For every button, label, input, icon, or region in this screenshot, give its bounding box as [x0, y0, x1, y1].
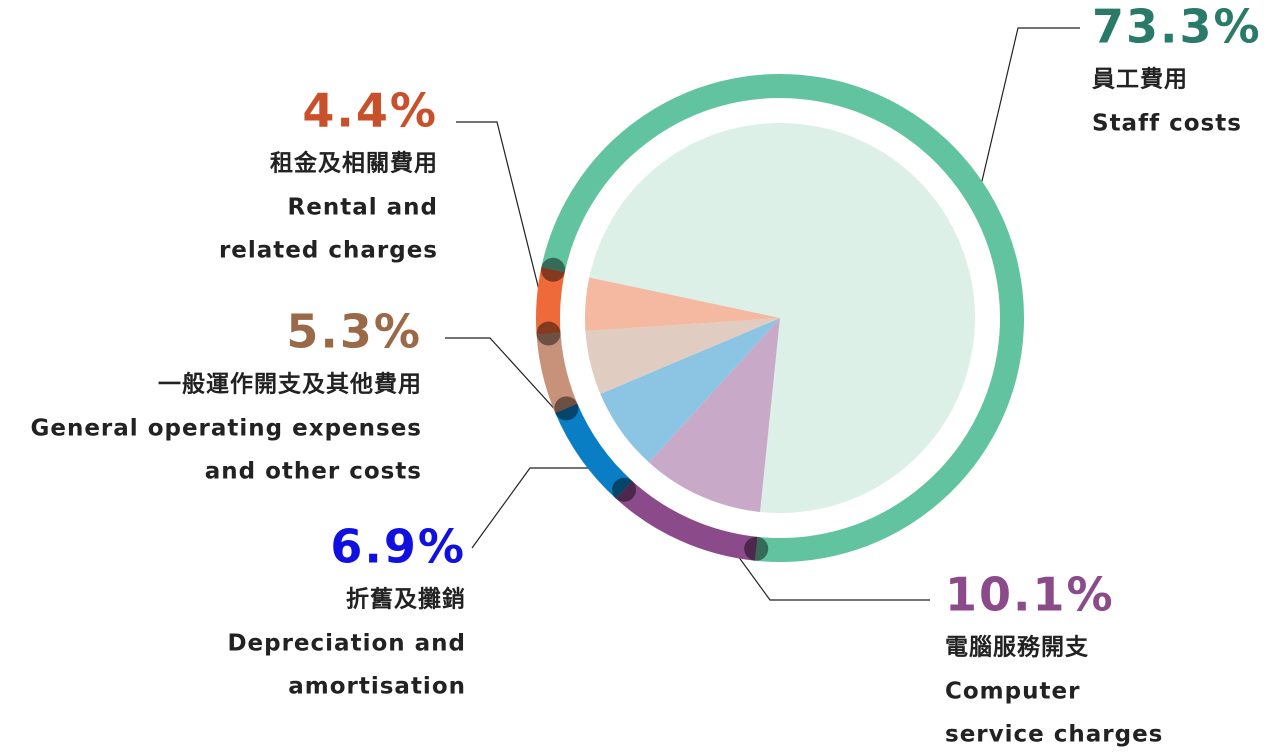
label-en: and other costs	[205, 459, 422, 485]
boundary-dot	[536, 321, 561, 346]
boundary-dot	[612, 477, 637, 502]
label-en: General operating expenses	[30, 416, 422, 442]
ring-segment	[615, 480, 758, 561]
ring-segment	[541, 74, 1024, 562]
boundary-dot	[744, 536, 769, 561]
leader-lines	[445, 27, 1080, 601]
leader-line	[729, 544, 930, 601]
label-zh: 一般運作開支及其他費用	[158, 371, 422, 398]
ring-segment	[555, 403, 633, 499]
label-zh: 折舊及攤銷	[346, 586, 466, 613]
label-en: amortisation	[288, 674, 466, 700]
boundary-dot	[554, 396, 579, 421]
pie-slice	[589, 123, 975, 513]
leader-line	[456, 121, 543, 303]
label-zh: 租金及相關費用	[270, 150, 438, 177]
ring-segment	[536, 267, 565, 335]
value-label: 4.4%	[302, 84, 438, 138]
ring-segment	[536, 332, 578, 414]
label-zh: 電腦服務開支	[945, 634, 1089, 661]
label-en: service charges	[945, 722, 1163, 748]
boundary-dot	[541, 257, 566, 282]
label-en: Depreciation and	[227, 631, 466, 657]
label-en: Staff costs	[1092, 111, 1242, 137]
value-label: 5.3%	[286, 305, 422, 359]
pie-slice	[585, 277, 780, 332]
value-label: 73.3%	[1092, 0, 1262, 54]
pie-slice	[648, 318, 780, 512]
pie-slice	[585, 318, 780, 394]
leader-line	[471, 467, 600, 549]
label-en: Rental and	[288, 195, 438, 221]
label-en: Computer	[945, 679, 1080, 705]
value-label: 10.1%	[945, 568, 1115, 622]
leader-line	[977, 27, 1080, 199]
pie-slice	[600, 318, 780, 463]
label-en: related charges	[219, 238, 438, 264]
label-zh: 員工費用	[1092, 67, 1188, 93]
value-label: 6.9%	[330, 520, 466, 574]
